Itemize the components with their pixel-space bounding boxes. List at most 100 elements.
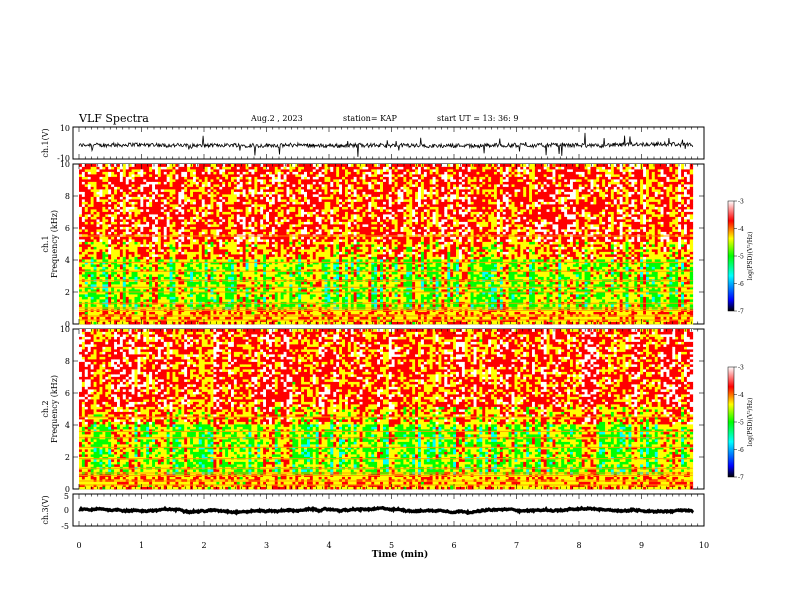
spectrogram-cell	[105, 252, 108, 255]
spectrogram-cell	[152, 227, 155, 230]
spectrogram-cell	[149, 182, 152, 185]
spectrogram-cell	[108, 264, 111, 267]
spectrogram-cell	[111, 322, 114, 325]
spectrogram-cell	[146, 182, 149, 185]
spectrogram-cell	[132, 192, 135, 195]
spectrogram-cell	[114, 267, 117, 270]
spectrogram-cell	[149, 274, 152, 277]
spectrogram-cell	[102, 232, 105, 235]
spectrogram-cell	[105, 219, 108, 222]
spectrogram-cell	[129, 242, 132, 245]
spectrogram-cell	[108, 199, 111, 202]
spectrogram-cell	[102, 222, 105, 225]
spectrogram-cell	[97, 192, 100, 195]
spectrogram-cell	[135, 182, 138, 185]
spectrogram-cell	[135, 254, 138, 257]
spectrogram-cell	[126, 189, 129, 192]
spectrogram-cell	[129, 239, 132, 242]
spectrogram-cell	[146, 274, 149, 277]
spectrogram-cell	[111, 212, 114, 215]
spectrogram-cell	[111, 209, 114, 212]
spectrogram-cell	[114, 167, 117, 170]
spectrogram-cell	[149, 217, 152, 220]
spectrogram-cell	[94, 174, 97, 177]
spectrogram-cell	[100, 274, 103, 277]
spectrogram-cell	[129, 212, 132, 215]
spectrogram-cell	[108, 252, 111, 255]
spectrogram-cell	[149, 252, 152, 255]
spectrogram-cell	[120, 317, 123, 320]
spectrogram-cell	[126, 194, 129, 197]
spectrogram-cell	[91, 277, 94, 280]
spectrogram-cell	[117, 267, 120, 270]
spectrogram-cell	[135, 212, 138, 215]
spectrogram-cell	[102, 272, 105, 275]
spectrogram-cell	[149, 289, 152, 292]
spectrogram-cell	[102, 204, 105, 207]
spectrogram-cell	[155, 264, 158, 267]
spectrogram-cell	[88, 267, 91, 270]
spectrogram-cell	[135, 169, 138, 172]
spectrogram-cell	[117, 177, 120, 180]
spectrogram-cell	[146, 237, 149, 240]
spectrogram-cell	[82, 237, 85, 240]
spectrogram-cell	[82, 177, 85, 180]
spectrogram-cell	[91, 284, 94, 287]
spectrogram-cell	[85, 222, 88, 225]
spectrogram-cell	[126, 259, 129, 262]
spectrogram-cell	[143, 164, 146, 167]
spectrogram-cell	[100, 242, 103, 245]
spectrogram-cell	[149, 247, 152, 250]
spectrogram-cell	[123, 174, 126, 177]
spectrogram-cell	[132, 247, 135, 250]
spectrogram-cell	[140, 247, 143, 250]
spectrogram-cell	[135, 297, 138, 300]
spectrogram-cell	[82, 252, 85, 255]
spectrogram-cell	[140, 244, 143, 247]
spectrogram-cell	[105, 222, 108, 225]
spectrogram-cell	[114, 232, 117, 235]
ch1-waveform-panel: 10 -10 ch.1(V)	[41, 124, 704, 163]
spectrogram-cell	[155, 242, 158, 245]
spectrogram-cell	[138, 204, 141, 207]
spectrogram-cell	[135, 239, 138, 242]
spectrogram-cell	[132, 294, 135, 297]
spectrogram-cell	[114, 294, 117, 297]
spectrogram-cell	[126, 304, 129, 307]
spectrogram-cell	[146, 217, 149, 220]
spectrogram-cell	[152, 267, 155, 270]
spectrogram-cell	[138, 224, 141, 227]
spectrogram-cell	[117, 167, 120, 170]
spectrogram-cell	[100, 197, 103, 200]
spectrogram-cell	[155, 274, 158, 277]
spectrogram-cell	[94, 257, 97, 260]
spectrogram-cell	[149, 192, 152, 195]
spectrogram-cell	[97, 194, 100, 197]
spectrogram-cell	[100, 282, 103, 285]
spectrogram-cell	[123, 257, 126, 260]
spectrogram-cell	[85, 184, 88, 187]
spectrogram-cell	[138, 297, 141, 300]
spectrogram-cell	[91, 257, 94, 260]
spectrogram-cell	[88, 202, 91, 205]
spectrogram-cell	[82, 229, 85, 232]
spectrogram-cell	[79, 282, 82, 285]
spectrogram-cell	[132, 232, 135, 235]
spectrogram-cell	[102, 259, 105, 262]
spectrogram-cell	[85, 237, 88, 240]
spectrogram-cell	[111, 219, 114, 222]
spectrogram-cell	[105, 282, 108, 285]
spectrogram-cell	[111, 204, 114, 207]
spectrogram-cell	[85, 232, 88, 235]
spectrogram-cell	[143, 317, 146, 320]
spectrogram-cell	[94, 299, 97, 302]
spectrogram-cell	[85, 249, 88, 252]
spectrogram-cell	[88, 207, 91, 210]
spectrogram-cell	[105, 237, 108, 240]
spectrogram-cell	[149, 312, 152, 315]
spectrogram-cell	[152, 277, 155, 280]
spectrogram-cell	[155, 259, 158, 262]
spectrogram-cell	[102, 249, 105, 252]
spectrogram-cell	[85, 174, 88, 177]
spectrogram-cell	[120, 212, 123, 215]
